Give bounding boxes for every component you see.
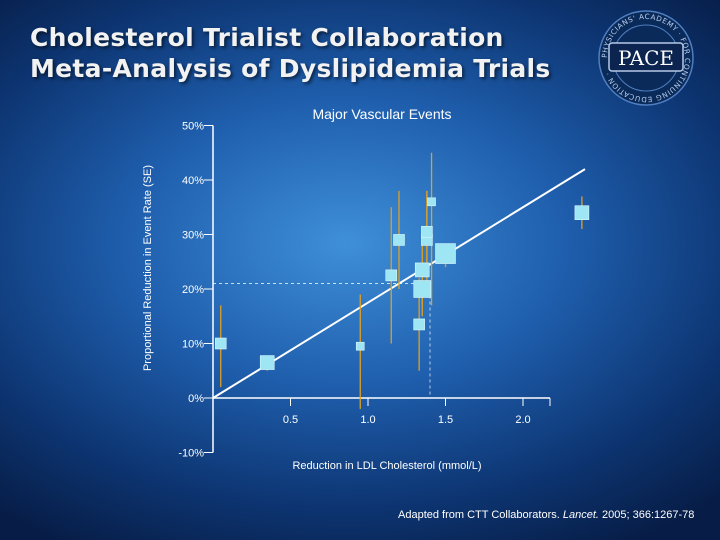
x-tick-label: 2.0 <box>515 414 530 426</box>
y-axis-label: Proportional Reduction in Event Rate (SE… <box>142 165 154 371</box>
y-tick-label: 10% <box>182 339 204 351</box>
source-citation: Adapted from CTT Collaborators. Lancet. … <box>398 509 694 521</box>
chart-title: Major Vascular Events <box>312 106 451 122</box>
x-tick-label: 0.5 <box>283 414 298 426</box>
data-point <box>259 355 275 370</box>
data-point <box>421 225 433 238</box>
data-point <box>414 262 430 278</box>
y-tick-label: 0% <box>188 393 204 405</box>
x-tick-label: 1.0 <box>360 414 375 426</box>
y-tick-label: 20% <box>182 284 204 296</box>
data-point <box>214 337 227 350</box>
y-tick-label: 30% <box>182 230 204 242</box>
slide-title: Cholesterol Trialist Collaboration Meta-… <box>30 22 551 84</box>
y-tick-label: 40% <box>182 175 204 187</box>
data-point <box>385 269 398 282</box>
title-line-2: Meta-Analysis of Dyslipidemia Trials <box>30 54 551 83</box>
title-line-1: Cholesterol Trialist Collaboration <box>30 23 504 52</box>
x-axis-label: Reduction in LDL Cholesterol (mmol/L) <box>292 460 481 472</box>
y-tick-label: 50% <box>182 121 204 133</box>
data-point <box>427 197 436 207</box>
data-point <box>355 341 365 351</box>
source-journal: Lancet. <box>562 509 599 521</box>
source-suffix: 2005; 366:1267-78 <box>602 509 695 521</box>
logo-text: PACE <box>618 46 674 70</box>
source-prefix: Adapted from CTT Collaborators. <box>398 509 560 521</box>
data-point <box>413 280 432 298</box>
data-point <box>393 234 405 246</box>
data-point <box>574 205 590 220</box>
data-point <box>435 243 456 264</box>
y-tick-label: -10% <box>178 448 204 460</box>
data-point <box>413 318 425 331</box>
pace-logo: PHYSICIANS' ACADEMY · FOR CONTINUING EDU… <box>598 10 694 106</box>
x-tick-label: 1.5 <box>438 414 453 426</box>
